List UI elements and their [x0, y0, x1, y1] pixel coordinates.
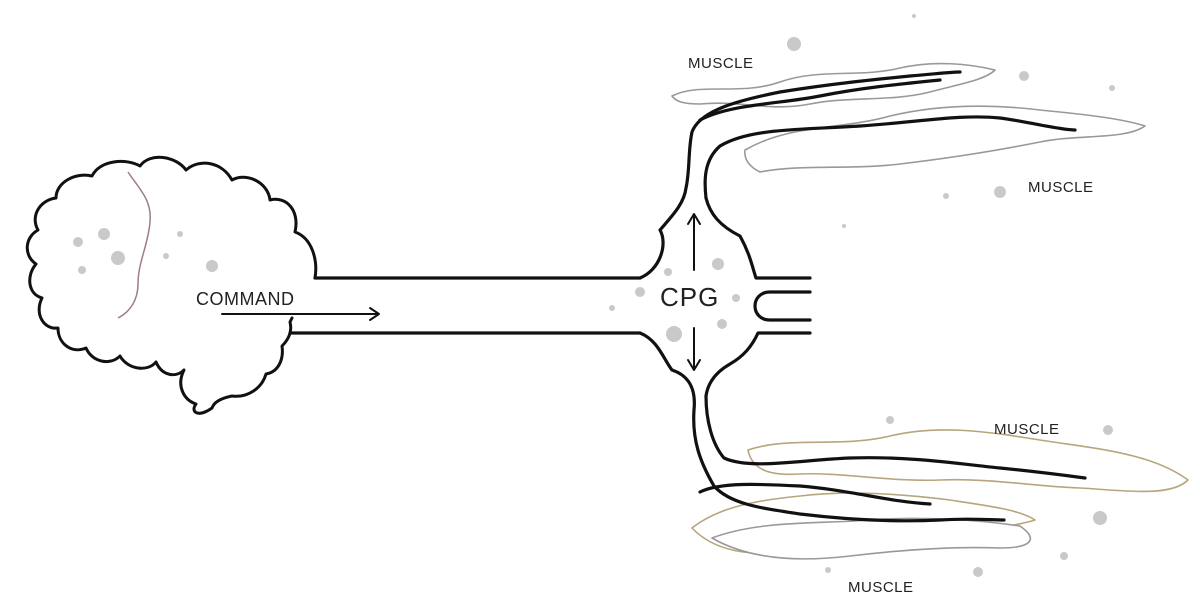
brain-outline	[25, 155, 318, 415]
brain-lobe-divider	[117, 171, 151, 319]
nerve-trunk	[288, 276, 642, 335]
brain	[25, 155, 318, 415]
cpg-down-arrow	[687, 327, 701, 371]
cpg-upper-branch-inner	[703, 115, 1077, 200]
cpg-right-upper	[704, 196, 812, 280]
muscle-bottom-3	[711, 517, 1032, 560]
speckles	[73, 14, 1115, 577]
cpg-right-lower	[704, 331, 812, 398]
muscle-label-bottom-right: MUSCLE	[994, 421, 1060, 438]
signal-arrows	[221, 213, 701, 371]
muscle-label-top-right: MUSCLE	[1028, 179, 1094, 196]
cpg-lower-branch	[638, 331, 1006, 523]
muscle-top-2	[744, 105, 1146, 173]
muscle-group-top	[671, 62, 1146, 173]
cpg-up-arrow	[687, 213, 701, 271]
muscle-label-bottom: MUSCLE	[848, 579, 914, 596]
command-label: COMMAND	[196, 289, 295, 309]
cpg-lower-branch-inner	[704, 394, 1087, 480]
muscle-group-bottom	[691, 429, 1189, 560]
muscle-label-top-left: MUSCLE	[688, 55, 754, 72]
command-arrow	[221, 307, 380, 321]
cpg-right-notch	[753, 290, 812, 322]
cpg-label: CPG	[660, 282, 719, 312]
cpg-lower-branch-mid	[698, 482, 932, 506]
cpg-upper-branch-mid	[698, 78, 942, 122]
cpg-ganglion	[638, 70, 1087, 523]
